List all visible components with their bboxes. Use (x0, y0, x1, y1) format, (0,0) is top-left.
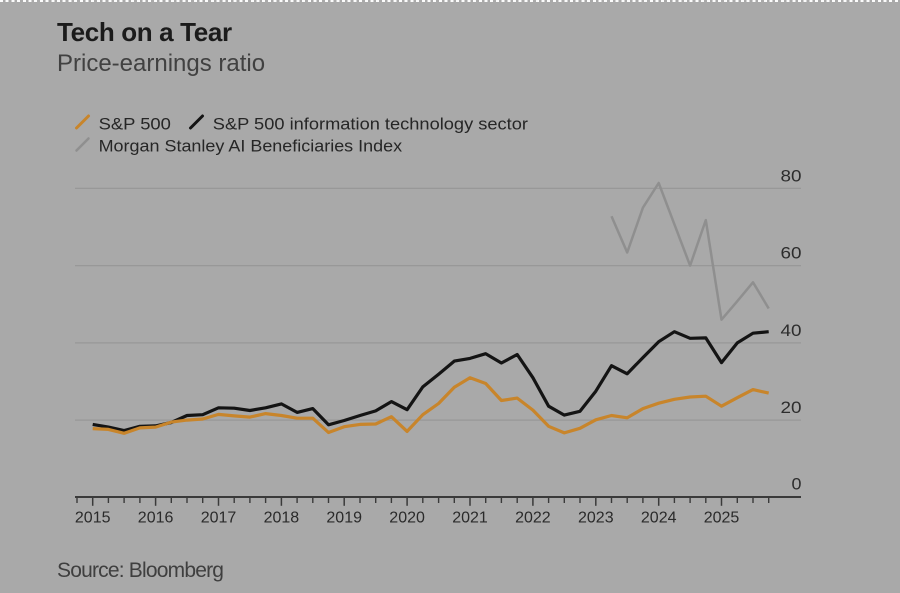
svg-text:2023: 2023 (578, 510, 614, 527)
svg-text:0: 0 (792, 475, 802, 494)
svg-text:S&P 500: S&P 500 (99, 115, 171, 134)
svg-text:Morgan Stanley AI Beneficiarie: Morgan Stanley AI Beneficiaries Index (99, 136, 403, 155)
svg-text:2019: 2019 (326, 510, 362, 527)
svg-text:2021: 2021 (452, 510, 488, 527)
svg-text:60: 60 (781, 244, 802, 263)
svg-text:2015: 2015 (75, 510, 111, 527)
svg-text:80: 80 (781, 167, 802, 186)
svg-text:2016: 2016 (138, 510, 174, 527)
svg-text:S&P 500 information technology: S&P 500 information technology sector (213, 115, 529, 134)
svg-text:20: 20 (781, 398, 802, 417)
svg-text:2017: 2017 (201, 510, 237, 527)
svg-text:2024: 2024 (641, 510, 677, 527)
svg-text:2018: 2018 (264, 510, 300, 527)
svg-text:2022: 2022 (515, 510, 551, 527)
svg-text:40: 40 (781, 321, 802, 340)
svg-text:2025: 2025 (704, 510, 740, 527)
svg-text:2020: 2020 (389, 510, 425, 527)
